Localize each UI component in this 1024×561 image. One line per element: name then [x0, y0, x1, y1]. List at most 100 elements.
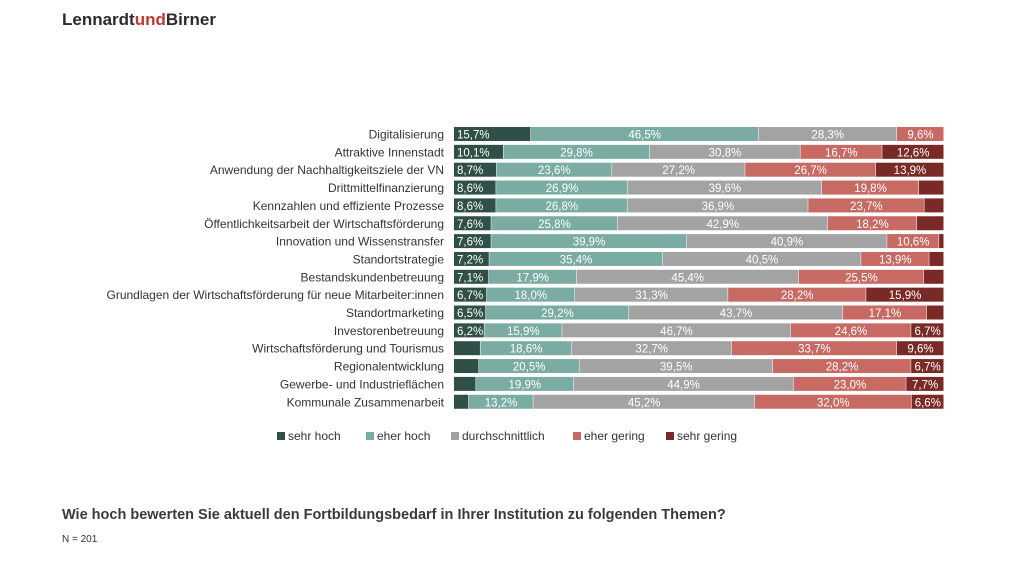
data-label: 45,2% [628, 397, 661, 409]
data-label: 13,2% [485, 397, 518, 409]
bar-segment-durchschnittlich [649, 144, 800, 159]
bar-segment-durchschnittlich [628, 305, 843, 320]
bar-segment-eher-gering [798, 269, 924, 284]
bar-segment-eher-hoch [496, 180, 628, 195]
data-label: 6,5% [457, 308, 483, 320]
bar-segment-sehr-hoch [454, 127, 531, 141]
bar-segment-sehr-hoch [454, 341, 480, 356]
data-label: 13,9% [894, 165, 927, 177]
data-label: 25,5% [845, 272, 878, 284]
legend-label: durchschnittlich [462, 429, 545, 443]
data-label: 40,5% [746, 254, 779, 266]
category-label: Investorenbetreuung [334, 324, 444, 338]
brand-part-2: und [134, 10, 166, 29]
data-label: 44,9% [667, 379, 700, 391]
category-label: Kommunale Zusammenarbeit [287, 395, 445, 409]
data-label: 46,5% [628, 130, 661, 142]
bar-segment-eher-hoch [485, 305, 629, 320]
data-label: 17,9% [516, 272, 549, 284]
category-label: Kennzahlen und effiziente Prozesse [253, 199, 445, 213]
data-label: 7,7% [912, 379, 938, 391]
data-label: 9,6% [907, 344, 933, 356]
bar-segment-eher-gering [772, 359, 911, 374]
category-label: Grundlagen der Wirtschaftsförderung für … [106, 288, 444, 302]
category-label: Wirtschaftsförderung und Tourismus [252, 342, 444, 356]
data-label: 19,8% [854, 183, 887, 195]
data-label: 15,9% [889, 290, 922, 302]
data-label: 23,0% [834, 379, 867, 391]
bar-segment-eher-hoch [468, 394, 533, 409]
sample-size: N = 201 [62, 534, 98, 545]
data-label: 16,7% [825, 147, 858, 159]
legend-swatch [277, 432, 285, 440]
data-label: 23,6% [538, 165, 571, 177]
bar-segment-sehr-gering [866, 287, 944, 302]
bar-segment-eher-gering [731, 341, 897, 356]
bar-segment-sehr-hoch [454, 234, 491, 249]
bar-segment-eher-gering [897, 127, 944, 141]
bar-segment-durchschnittlich [662, 251, 861, 266]
data-label: 32,0% [817, 397, 850, 409]
bar-segment-sehr-hoch [454, 198, 496, 213]
bar-segment-sehr-gering [911, 394, 944, 409]
bar-segment-durchschnittlich [617, 216, 828, 231]
bar-segment-eher-hoch [488, 269, 576, 284]
legend-swatch [666, 432, 674, 440]
bar-segment-sehr-hoch [454, 394, 469, 409]
data-label: 7,2% [457, 254, 483, 266]
survey-question: Wie hoch bewerten Sie aktuell den Fortbi… [62, 507, 726, 523]
category-label: Attraktive Innenstadt [335, 145, 445, 159]
data-label: 33,7% [798, 344, 831, 356]
data-label: 26,7% [794, 165, 827, 177]
data-label: 36,9% [702, 201, 735, 213]
data-label: 7,6% [457, 237, 483, 249]
bar-segment-durchschnittlich [686, 234, 887, 249]
data-label: 29,8% [560, 147, 593, 159]
bar-segment-durchschnittlich [562, 323, 791, 338]
bar-segment-sehr-hoch [454, 287, 487, 302]
legend-label: eher hoch [377, 429, 430, 443]
data-label: 28,2% [826, 362, 859, 374]
category-label: Standortmarketing [346, 306, 444, 320]
bar-segment-eher-gering [861, 251, 929, 266]
bar-segment-sehr-gering [924, 198, 944, 213]
data-label: 31,3% [635, 290, 668, 302]
brand-logo: LennardtundBirner [62, 10, 216, 30]
data-label: 30,8% [709, 147, 742, 159]
bar-segment-sehr-hoch [454, 359, 479, 374]
bar-segment-durchschnittlich [612, 162, 745, 177]
data-label: 7,1% [457, 272, 483, 284]
data-label: 10,6% [897, 237, 930, 249]
bar-segment-sehr-gering [875, 162, 944, 177]
data-label: 27,2% [662, 165, 695, 177]
data-label: 13,9% [879, 254, 912, 266]
bar-segment-sehr-hoch [454, 180, 496, 195]
bar-segment-eher-hoch [503, 144, 650, 159]
data-label: 10,1% [457, 147, 490, 159]
bar-segment-eher-hoch [496, 198, 627, 213]
bar-segment-durchschnittlich [533, 394, 755, 409]
bar-segment-eher-gering [793, 376, 906, 391]
legend-label: eher gering [584, 429, 645, 443]
bar-segment-eher-gering [821, 180, 919, 195]
bar-segment-sehr-hoch [454, 376, 476, 391]
data-label: 6,7% [457, 290, 483, 302]
data-label: 7,6% [457, 219, 483, 231]
legend-swatch [451, 432, 459, 440]
data-label: 39,9% [573, 237, 606, 249]
data-label: 6,2% [457, 326, 483, 338]
data-label: 17,1% [869, 308, 902, 320]
bar-segment-sehr-hoch [454, 144, 503, 159]
bar-segment-eher-hoch [491, 234, 687, 249]
bar-segment-sehr-hoch [454, 323, 484, 338]
category-label: Bestandskundenbetreuung [301, 270, 444, 284]
bar-segment-sehr-gering [923, 269, 944, 284]
bar-segment-sehr-gering [911, 359, 944, 374]
bar-segment-eher-gering [800, 144, 882, 159]
data-label: 8,7% [457, 165, 483, 177]
data-label: 6,7% [914, 326, 940, 338]
bar-segment-durchschnittlich [627, 198, 808, 213]
data-label: 8,6% [457, 201, 483, 213]
data-label: 18,0% [515, 290, 548, 302]
bar-segment-durchschnittlich [573, 376, 794, 391]
